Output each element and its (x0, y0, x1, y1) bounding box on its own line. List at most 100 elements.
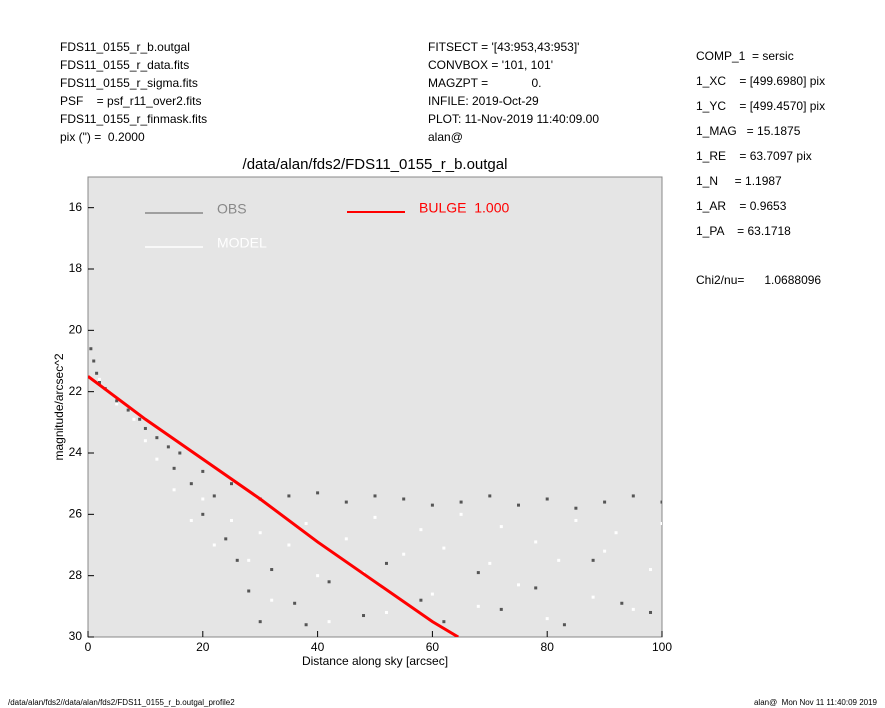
obs-point (97, 380, 101, 384)
obs-point (562, 623, 566, 627)
model-point (201, 497, 205, 501)
obs-point (178, 451, 182, 455)
header-middle-line: CONVBOX = '101, 101' (428, 58, 553, 72)
model-point (603, 549, 607, 553)
model-point (287, 543, 291, 547)
model-point (614, 531, 618, 535)
model-point (649, 568, 653, 572)
chart-title: /data/alan/fds2/FDS11_0155_r_b.outgal (243, 156, 508, 173)
model-point (247, 558, 251, 562)
obs-point (373, 494, 377, 498)
x-tick-label: 40 (311, 640, 325, 654)
legend-label: MODEL (217, 235, 267, 251)
model-point (402, 552, 406, 556)
model-point (212, 543, 216, 547)
obs-point (270, 568, 274, 572)
obs-point (138, 417, 142, 421)
y-tick-label: 30 (69, 629, 83, 643)
header-right-line: 1_YC = [499.4570] pix (696, 99, 825, 113)
obs-point (316, 491, 320, 495)
obs-point (419, 598, 423, 602)
model-point (557, 558, 561, 562)
model-point (534, 540, 538, 544)
chi2: Chi2/nu= 1.0688096 (696, 273, 821, 287)
obs-point (476, 571, 480, 575)
obs-point (620, 601, 624, 605)
header-left-line: FDS11_0155_r_data.fits (60, 58, 189, 72)
x-tick-label: 0 (85, 640, 92, 654)
obs-point (534, 586, 538, 590)
obs-point (384, 561, 388, 565)
model-point (459, 512, 463, 516)
x-tick-label: 60 (426, 640, 440, 654)
model-point (419, 528, 423, 532)
obs-point (442, 620, 446, 624)
obs-point (115, 399, 119, 403)
model-point (304, 522, 308, 526)
model-point (189, 518, 193, 522)
obs-point (224, 537, 228, 541)
obs-point (293, 601, 297, 605)
header-middle-line: MAGZPT = 0. (428, 76, 541, 90)
header-middle-line: FITSECT = '[43:953,43:953]' (428, 40, 579, 54)
header-middle-line: PLOT: 11-Nov-2019 11:40:09.00 (428, 112, 599, 126)
footer-left: /data/alan/fds2//data/alan/fds2/FDS11_01… (8, 698, 235, 707)
model-point (499, 525, 503, 529)
model-point (155, 457, 159, 461)
x-tick-label: 80 (541, 640, 555, 654)
header-right-line: COMP_1 = sersic (696, 49, 794, 63)
header-right-line: 1_RE = 63.7097 pix (696, 149, 812, 163)
header-left-line: FDS11_0155_r_sigma.fits (60, 76, 198, 90)
model-point (430, 592, 434, 596)
obs-point (362, 614, 366, 618)
model-point (270, 598, 274, 602)
obs-point (126, 408, 130, 412)
header-left-line: FDS11_0155_r_b.outgal (60, 40, 190, 54)
obs-point (189, 482, 193, 486)
model-point (517, 583, 520, 587)
y-tick-label: 28 (69, 568, 83, 582)
model-point (230, 518, 233, 522)
header-middle-line: alan@ (428, 130, 463, 144)
header-right-line: 1_AR = 0.9653 (696, 199, 787, 213)
obs-point (166, 445, 170, 449)
obs-point (201, 512, 205, 516)
obs-point (304, 623, 308, 627)
obs-point (95, 371, 99, 375)
model-point (327, 620, 331, 624)
legend-label: OBS (217, 201, 247, 217)
legend-label: BULGE 1.000 (419, 200, 509, 216)
obs-point (287, 494, 291, 498)
header-right-line: 1_N = 1.1987 (696, 174, 782, 188)
model-point (132, 417, 136, 421)
model-point (172, 488, 176, 492)
model-point (143, 439, 147, 443)
header-right-line: 1_XC = [499.6980] pix (696, 74, 825, 88)
model-point (115, 402, 119, 406)
x-tick-label: 20 (196, 640, 210, 654)
obs-point (631, 494, 635, 498)
y-tick-label: 20 (69, 323, 83, 337)
obs-point (488, 494, 492, 498)
y-tick-label: 26 (69, 507, 83, 521)
obs-point (430, 503, 434, 507)
y-tick-label: 16 (69, 200, 83, 214)
obs-point (212, 494, 216, 498)
obs-point (591, 558, 595, 562)
model-point (258, 531, 262, 535)
model-point (545, 617, 549, 621)
obs-point (92, 359, 96, 363)
x-axis-label: Distance along sky [arcsec] (302, 654, 448, 668)
model-point (384, 610, 388, 614)
obs-point (459, 500, 463, 504)
obs-point (143, 426, 147, 430)
plot-marks (88, 347, 662, 637)
model-point (591, 595, 595, 599)
obs-point (545, 497, 549, 501)
plot-area (87, 176, 663, 638)
x-tick-label: 100 (652, 640, 672, 654)
header-left-line: FDS11_0155_r_finmask.fits (60, 112, 207, 126)
y-tick-label: 18 (69, 261, 83, 275)
y-tick-label: 22 (69, 384, 83, 398)
